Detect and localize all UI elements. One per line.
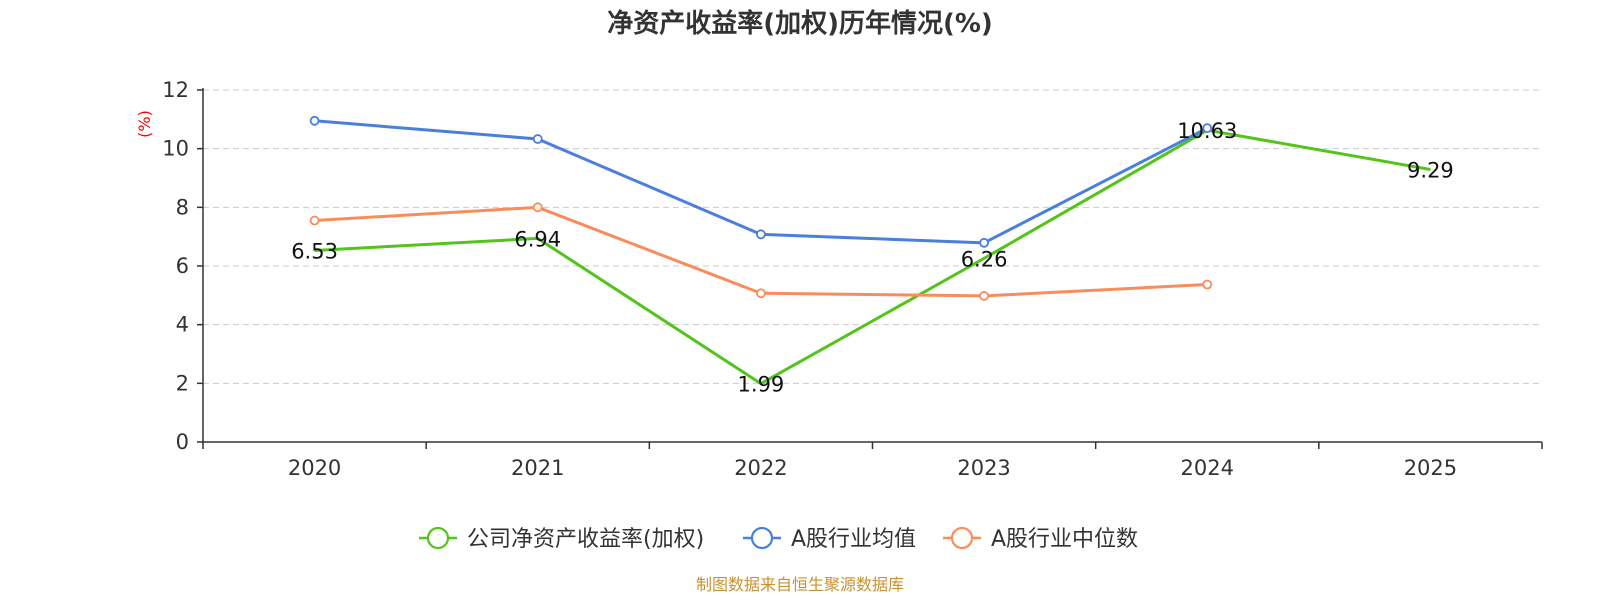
series-lines [309,115,1431,386]
legend-item-3[interactable]: A股行业中位数 [943,526,1138,552]
y-tick-label: 8 [176,195,189,219]
data-label: 6.26 [961,247,1008,271]
data-label: 1.99 [738,373,785,397]
legend-label: 公司净资产收益率(加权) [467,527,704,552]
y-tick-label: 2 [176,371,189,395]
data-label: 6.94 [514,227,561,251]
data-point [532,134,543,144]
legend-label: A股行业中位数 [991,527,1138,552]
x-tick-label: 2020 [288,456,341,480]
series-1 [314,128,1431,386]
data-label: 6.53 [291,239,338,263]
data-point [1202,279,1213,290]
legend-marker [426,526,450,550]
data-point [979,237,989,248]
series-line [314,205,1208,298]
chart-title: 净资产收益率(加权)历年情况(%) [607,8,993,39]
legend-label: A股行业均值 [791,527,916,552]
data-point [979,291,989,301]
data-labels: 6.53 6.94 1.99 6.26 10.63 9.29 [291,119,1454,396]
data-point [309,115,320,126]
x-tick-label: 2025 [1404,456,1457,480]
data-point [532,202,543,213]
y-tick-label: 6 [176,254,189,278]
data-point [309,215,320,226]
data-point [1202,123,1213,134]
y-tick-label: 12 [162,78,189,102]
data-point [756,229,766,240]
y-tick-label: 4 [176,313,189,337]
legend-marker [750,526,774,550]
gridlines [203,89,1542,384]
series-line [314,119,1208,245]
legend-item-2[interactable]: A股行业均值 [743,526,916,552]
x-tick-label: 2024 [1181,456,1234,480]
y-tick-label: 0 [176,430,189,454]
data-label: 9.29 [1407,158,1454,182]
series-3 [309,202,1213,301]
data-label: 10.63 [1177,119,1237,143]
source-note: 制图数据来自恒生聚源数据库 [696,575,904,594]
data-point [756,288,766,299]
axes: 0 2 4 6 8 10 12 2020 2021 2022 2023 2024 2025 [162,78,1543,480]
x-tick-label: 2023 [957,456,1010,480]
x-tick-label: 2021 [511,456,564,480]
y-tick-label: 10 [162,137,189,161]
x-tick-label: 2022 [734,456,787,480]
legend-marker [950,526,974,550]
legend-item-1[interactable]: 公司净资产收益率(加权) [419,526,704,552]
series-line [314,128,1431,386]
series-2 [309,115,1213,248]
legend[interactable]: 公司净资产收益率(加权) A股行业均值 A股行业中位数 [419,526,1138,552]
y-axis-label: (%) [135,110,154,138]
